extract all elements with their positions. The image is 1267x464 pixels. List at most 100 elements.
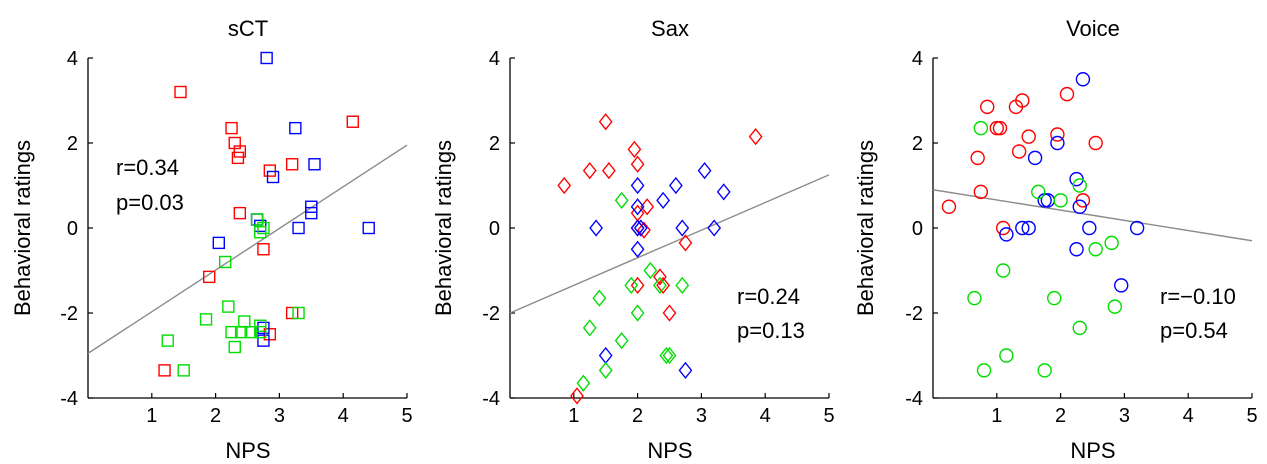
- panel-title: Voice: [1066, 16, 1120, 41]
- data-point-circle: [973, 184, 989, 200]
- data-point-circle: [999, 348, 1014, 363]
- data-point-circle: [973, 120, 989, 136]
- data-point-square: [228, 340, 241, 354]
- data-point-square: [225, 121, 238, 135]
- data-point-circle: [980, 99, 995, 115]
- data-point-square: [174, 85, 187, 99]
- data-point-square: [233, 145, 247, 158]
- data-point-square: [289, 121, 302, 135]
- data-point-circle: [1031, 184, 1046, 200]
- data-point-circle: [1037, 363, 1052, 378]
- data-point-diamond: [598, 361, 613, 379]
- data-point-diamond: [697, 162, 712, 180]
- data-point-diamond: [656, 191, 671, 209]
- x-tick-label: 5: [823, 405, 834, 427]
- data-point-circle: [1107, 299, 1123, 314]
- data-point-circle: [1072, 178, 1087, 193]
- data-point-diamond: [598, 346, 613, 365]
- data-point-square: [305, 200, 318, 213]
- y-tick-label: 2: [912, 133, 923, 155]
- data-point-diamond: [601, 162, 616, 180]
- x-tick-label: 2: [632, 405, 643, 427]
- data-point-square: [250, 213, 264, 226]
- x-axis-label: NPS: [647, 438, 692, 463]
- y-tick-label: 0: [67, 218, 78, 240]
- y-tick-label: -4: [482, 388, 500, 410]
- data-point-circle: [1072, 199, 1087, 214]
- data-point-circle: [1069, 242, 1084, 257]
- x-tick-label: 5: [1246, 405, 1257, 427]
- data-point-diamond: [630, 198, 645, 216]
- data-point-circle: [1059, 86, 1075, 102]
- correlation-r: r=0.24: [737, 284, 800, 309]
- x-tick-label: 5: [401, 405, 412, 427]
- data-point-square: [254, 226, 267, 239]
- data-point-circle: [1015, 93, 1030, 108]
- data-point-circle: [992, 120, 1008, 136]
- data-point-circle: [967, 290, 982, 306]
- y-tick-label: 2: [489, 133, 500, 155]
- y-tick-label: -2: [60, 303, 78, 325]
- data-point-diamond: [675, 276, 690, 294]
- data-point-diamond: [662, 346, 677, 365]
- data-point-square: [161, 334, 174, 347]
- x-tick-label: 1: [991, 405, 1002, 427]
- data-point-circle: [1114, 278, 1129, 293]
- data-point-diamond: [656, 276, 671, 294]
- data-point-square: [266, 170, 280, 184]
- data-point-square: [238, 315, 251, 328]
- y-tick-label: -4: [905, 388, 923, 410]
- correlation-p: p=0.54: [1160, 318, 1228, 343]
- data-point-diamond: [653, 268, 667, 286]
- data-point-square: [292, 221, 305, 235]
- data-point-square: [362, 221, 375, 235]
- y-tick-label: -2: [482, 303, 500, 325]
- data-point-square: [234, 325, 248, 339]
- data-point-square: [254, 219, 267, 233]
- panel-sax: Sax NPS Behavioral ratings r=0.24 p=0.13…: [431, 16, 835, 463]
- data-point-square: [225, 325, 238, 339]
- data-point-diamond: [570, 387, 584, 405]
- regression-line: [509, 174, 830, 314]
- data-point-square: [233, 206, 247, 220]
- data-point-diamond: [707, 219, 722, 237]
- data-point-diamond: [630, 176, 645, 195]
- data-point-diamond: [637, 221, 651, 239]
- data-point-square: [203, 270, 216, 284]
- data-point-diamond: [716, 183, 731, 201]
- data-point-square: [250, 213, 264, 226]
- data-point-square: [257, 221, 270, 235]
- data-point-square: [308, 158, 321, 171]
- data-point-diamond: [659, 346, 674, 365]
- data-point-square: [260, 51, 273, 65]
- data-point-circle: [976, 363, 992, 378]
- data-point-diamond: [576, 374, 591, 392]
- data-point-diamond: [653, 276, 667, 294]
- data-point-diamond: [624, 276, 639, 294]
- data-point-circle: [1021, 220, 1036, 236]
- data-point-circle: [970, 150, 985, 166]
- data-point-square: [158, 364, 171, 377]
- data-point-diamond: [633, 219, 648, 237]
- y-tick-label: 0: [489, 218, 500, 240]
- x-tick-label: 1: [568, 405, 579, 427]
- data-point-diamond: [630, 240, 645, 258]
- data-point-square: [257, 321, 270, 335]
- data-point-circle: [1047, 290, 1062, 306]
- data-point-diamond: [668, 176, 683, 195]
- data-point-square: [254, 319, 267, 332]
- data-point-diamond: [630, 276, 645, 294]
- data-point-circle: [995, 263, 1011, 278]
- data-point-diamond: [678, 361, 693, 379]
- data-point-circle: [1027, 150, 1043, 166]
- data-point-square: [346, 115, 359, 128]
- data-point-circle: [1050, 135, 1065, 151]
- regression-line: [932, 189, 1253, 242]
- panel-voice: Voice NPS Behavioral ratings r=−0.10 p=0…: [853, 16, 1258, 463]
- x-axis-label: NPS: [1070, 438, 1115, 463]
- data-point-diamond: [582, 319, 597, 337]
- data-point-circle: [1104, 235, 1119, 251]
- data-point-circle: [1088, 135, 1103, 151]
- correlation-r: r=−0.10: [1160, 284, 1236, 309]
- y-axis-label: Behavioral ratings: [853, 140, 878, 316]
